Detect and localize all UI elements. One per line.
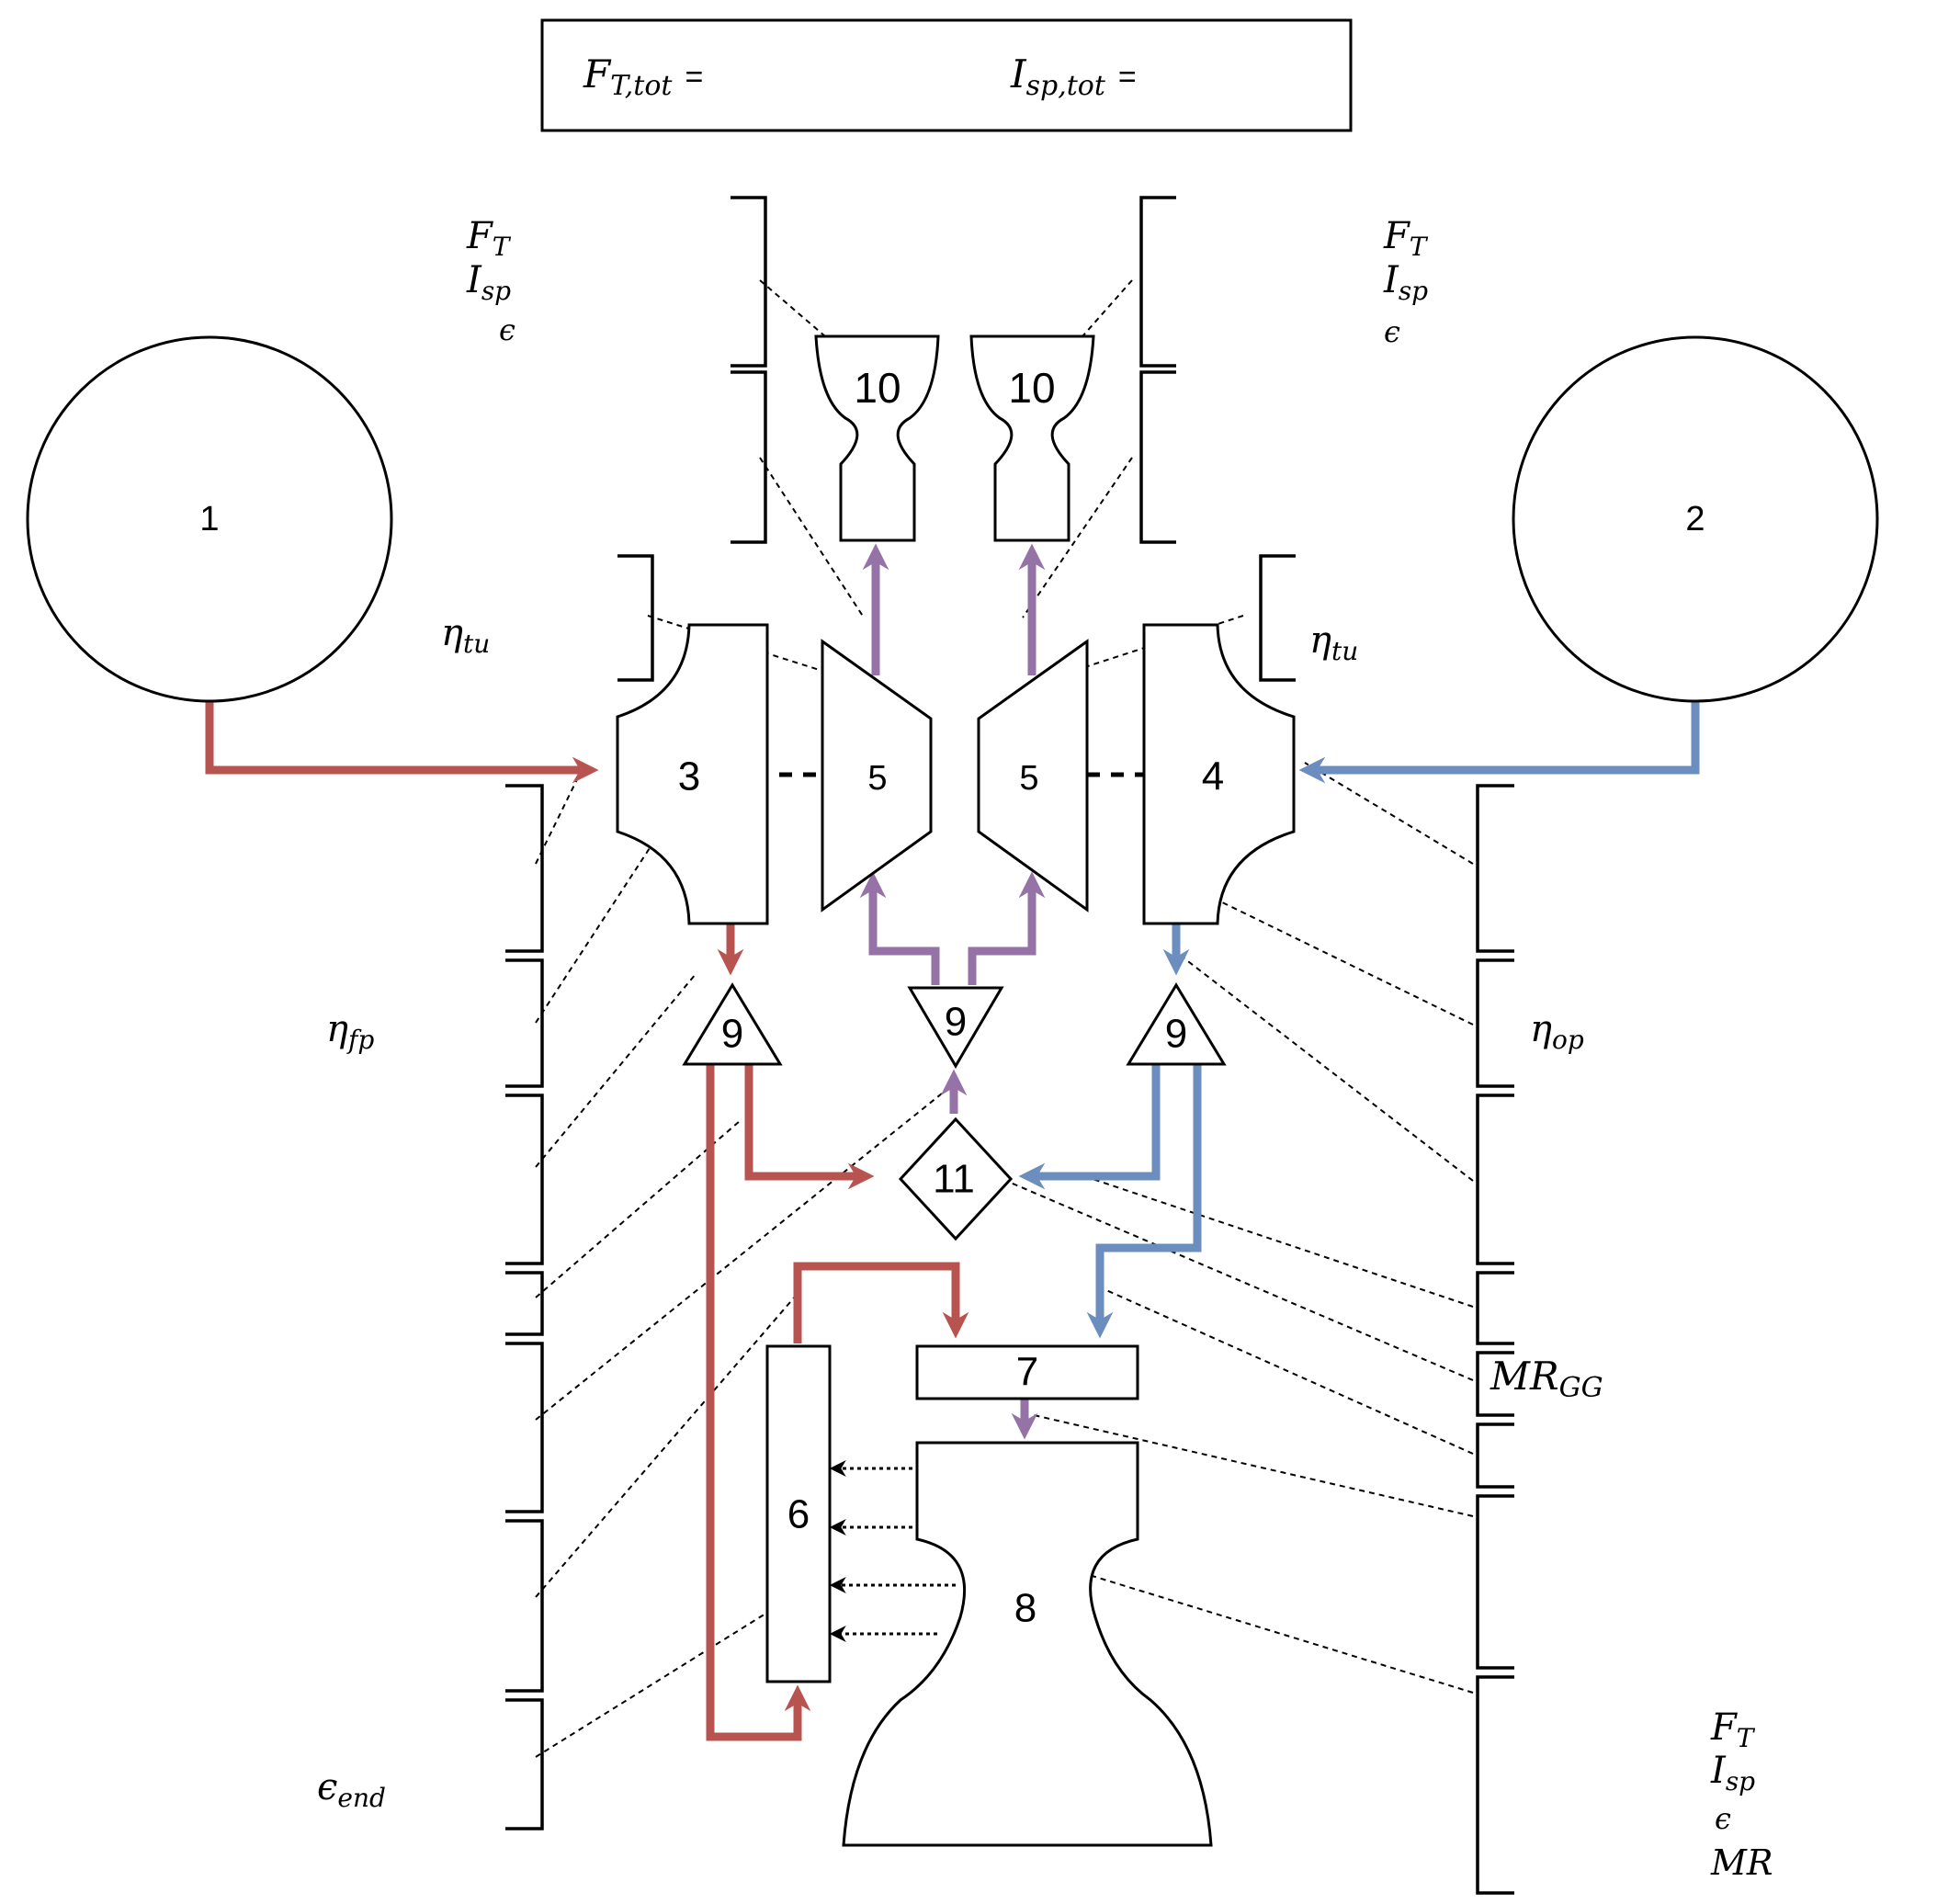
eps-end-label: ϵend [317, 1766, 386, 1813]
nozzle-right-params: FT Isp ϵ [1383, 215, 1429, 349]
oxidizer-lines [1018, 698, 1700, 1339]
svg-text:9: 9 [1165, 1012, 1187, 1057]
svg-text:FT: FT [1710, 1706, 1756, 1753]
turbine-left: 5 [821, 639, 933, 912]
svg-text:7: 7 [1016, 1350, 1038, 1395]
svg-text:ϵ: ϵ [1384, 314, 1400, 349]
eta-tu-right-label: ηtu [1309, 619, 1358, 666]
svg-text:3: 3 [678, 754, 700, 799]
gas-generator: 11 [898, 1116, 1014, 1241]
svg-text:10: 10 [854, 364, 901, 412]
svg-text:8: 8 [1014, 1586, 1036, 1631]
svg-text:MR: MR [1710, 1842, 1773, 1883]
svg-text:6: 6 [787, 1492, 810, 1537]
svg-text:FT: FT [466, 215, 512, 262]
ox-tank-to-pump-line [1298, 698, 1700, 784]
parameter-brackets [505, 196, 1514, 1895]
cooling-to-injector-line [793, 1262, 969, 1343]
svg-text:Isp: Isp [466, 259, 511, 306]
turbine-right: 5 [977, 639, 1089, 912]
ox-to-injector-line [1086, 1061, 1202, 1339]
svg-text:Isp: Isp [1710, 1750, 1755, 1796]
svg-text:2: 2 [1685, 500, 1705, 538]
turbine-exhaust-nozzle-left: 10 [814, 334, 940, 542]
injector: 7 [915, 1344, 1139, 1400]
cooling-flow-arrows [829, 1460, 956, 1642]
mr-gg-label: MRGG [1490, 1354, 1603, 1404]
fuel-pump: 3 [616, 623, 769, 925]
nozzle-left-params: FT Isp ϵ [466, 215, 515, 347]
eta-op-label: ηop [1530, 1008, 1584, 1055]
valve-oxidizer: 9 [1126, 982, 1227, 1066]
svg-text:10: 10 [1008, 364, 1055, 412]
eta-tu-left-label: ηtu [441, 612, 490, 659]
total-thrust-label: FT,tot = [583, 51, 703, 102]
svg-text:1: 1 [199, 500, 219, 538]
fuel-to-cooling-line [706, 1061, 811, 1741]
fuel-lines [205, 698, 969, 1741]
fuel-tank-to-pump-line [205, 698, 599, 784]
turbine-exhaust-nozzle-right: 10 [969, 334, 1095, 542]
svg-text:5: 5 [1019, 759, 1038, 798]
ox-valve-to-gg-line [1018, 1061, 1161, 1190]
regen-cooling-jacket: 6 [765, 1344, 832, 1683]
total-isp-label: Isp,tot = [1010, 51, 1137, 102]
svg-text:ϵ: ϵ [499, 312, 515, 347]
svg-text:ϵ: ϵ [1715, 1801, 1731, 1836]
main-engine-params: FT Isp ϵ MR [1710, 1706, 1773, 1883]
hot-gas-lines [859, 543, 1046, 1440]
oxidizer-tank: 2 [1512, 335, 1879, 703]
valve-to-turbine-left-line [859, 871, 940, 985]
eta-fp-label: ηfp [326, 1008, 374, 1055]
fuel-tank: 1 [26, 335, 393, 703]
summary-box: FT,tot = Isp,tot = [540, 18, 1353, 132]
svg-text:Isp: Isp [1383, 259, 1428, 306]
main-combustion-chamber: 8 [842, 1441, 1213, 1847]
oxidizer-pump: 4 [1142, 623, 1296, 925]
valve-fuel: 9 [682, 982, 783, 1066]
svg-text:9: 9 [945, 1000, 967, 1045]
valve-gas: 9 [907, 986, 1004, 1069]
svg-text:11: 11 [933, 1157, 975, 1202]
fuel-valve-to-gg-line [744, 1061, 875, 1190]
svg-text:9: 9 [721, 1012, 743, 1057]
svg-text:4: 4 [1202, 754, 1224, 799]
svg-text:5: 5 [867, 759, 887, 798]
svg-text:FT: FT [1383, 215, 1429, 262]
valve-to-turbine-right-line [968, 871, 1046, 985]
